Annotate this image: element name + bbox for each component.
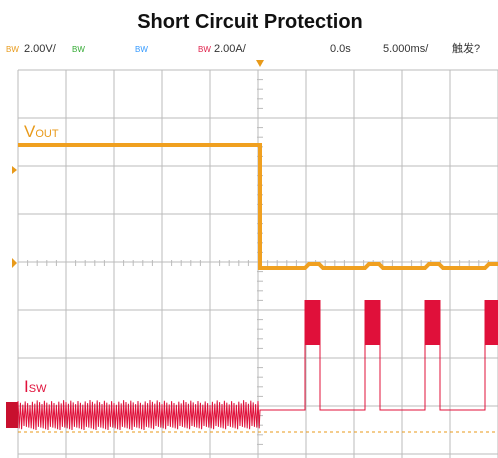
- isw-pulses: [305, 300, 498, 345]
- trigger: 触发?: [452, 41, 480, 55]
- ch4-bw: BW: [198, 45, 211, 54]
- isw-label: ISW: [24, 377, 47, 396]
- delay: 0.0s: [330, 43, 351, 55]
- ch1-marker: [12, 166, 17, 174]
- ch3-bw: BW: [135, 45, 148, 54]
- trigger-marker: [256, 60, 264, 67]
- ch1-scale: 2.00V/: [24, 43, 57, 55]
- ch4-marker: [6, 402, 18, 428]
- isw-trace: [17, 300, 486, 431]
- vout-label: VOUT: [24, 122, 59, 141]
- vout-trace: [18, 143, 498, 270]
- ch1-bw: BW: [6, 45, 19, 54]
- timebase: 5.000ms/: [383, 43, 429, 55]
- ch-marker: [12, 258, 17, 268]
- ch4-scale: 2.00A/: [214, 43, 247, 55]
- ch2-bw: BW: [72, 45, 85, 54]
- title: Short Circuit Protection: [137, 11, 363, 33]
